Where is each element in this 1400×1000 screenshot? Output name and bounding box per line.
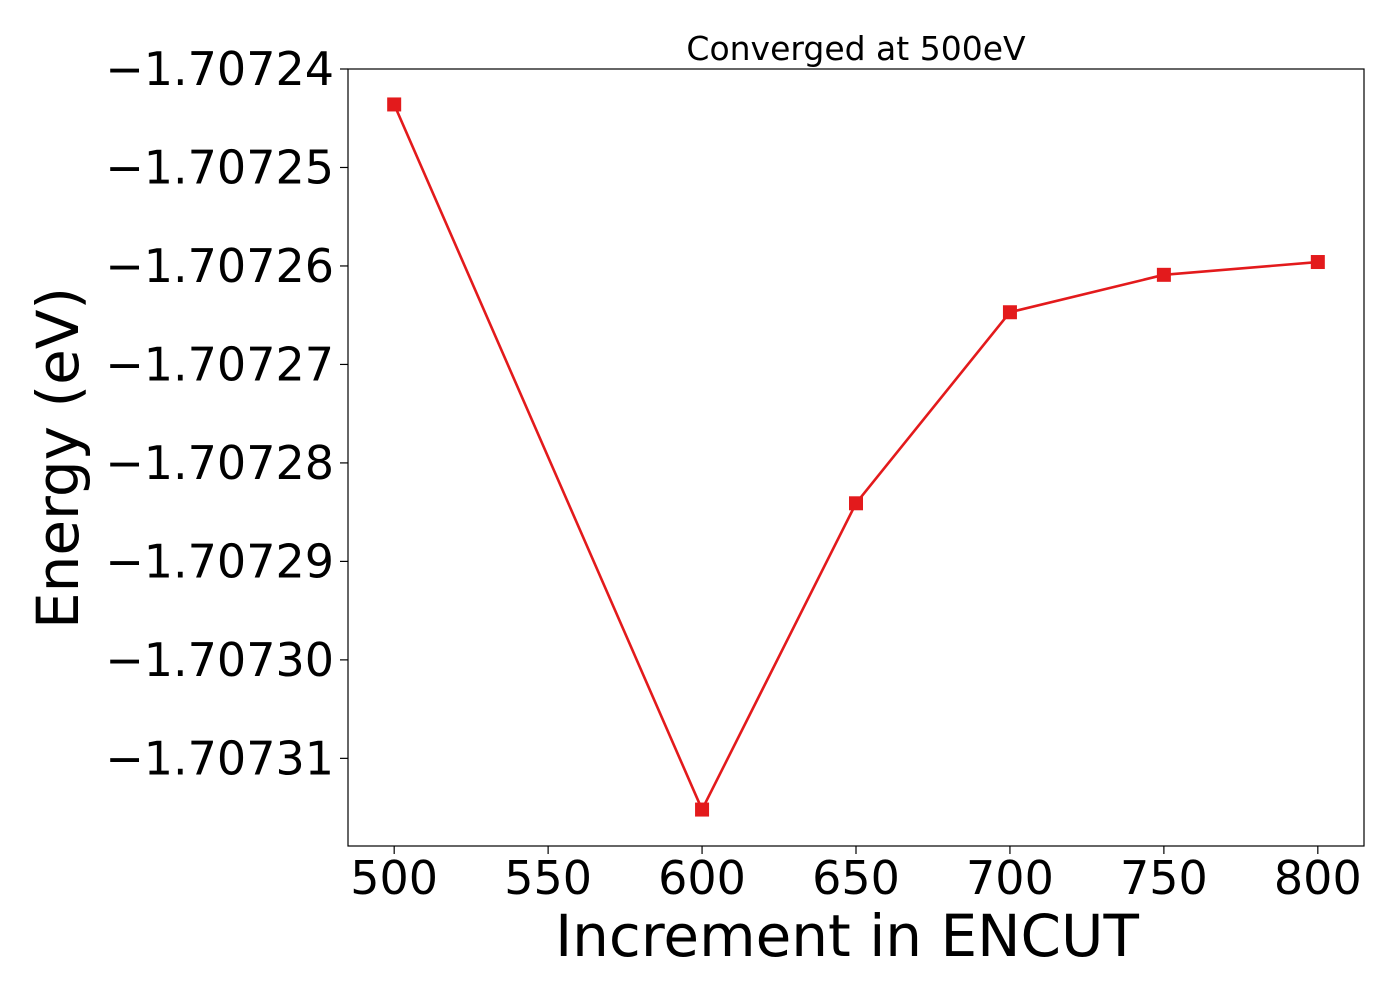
data-point-marker [1002,305,1017,320]
data-point-marker [695,802,710,817]
y-tick-label: −1.70729 [105,534,334,588]
y-tick-label: −1.70726 [105,239,334,293]
y-axis-label: Energy (eV) [24,287,92,629]
y-tick-label: −1.70731 [105,731,334,785]
x-tick-label: 550 [504,851,592,905]
data-point-marker [387,97,402,112]
y-tick-label: −1.70725 [105,140,334,194]
x-tick-label: 650 [812,851,900,905]
y-axis-ticks: −1.70724 −1.70725 −1.70726 −1.70727 −1.70728… [105,42,348,785]
x-tick-label: 500 [350,851,438,905]
x-axis-ticks: 500 550 600 650 700 750 800 [350,846,1362,905]
x-tick-label: 800 [1274,851,1362,905]
y-tick-label: −1.70727 [105,337,334,391]
y-tick-label: −1.70730 [105,633,334,687]
y-tick-label: −1.70724 [105,42,334,96]
x-tick-label: 600 [658,851,746,905]
data-point-marker [1310,255,1325,270]
series-line [392,103,1318,811]
y-tick-label: −1.70728 [105,436,334,490]
chart-title: Converged at 500eV [686,29,1026,68]
data-point-marker [849,496,863,511]
x-tick-label: 700 [966,851,1054,905]
series-layer [387,97,1325,817]
x-axis-label: Increment in ENCUT [555,902,1139,970]
plot-area-frame [347,68,1365,847]
data-point-marker [1156,267,1171,282]
x-tick-label: 750 [1120,851,1208,905]
